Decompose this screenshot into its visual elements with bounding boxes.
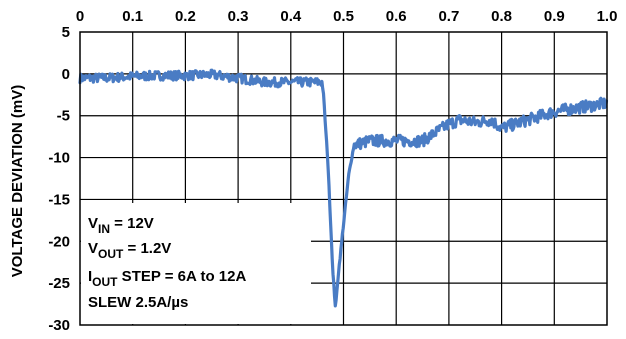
annotation-box: VIN = 12V VOUT = 1.2V IOUT STEP = 6A to 12…	[81, 203, 311, 324]
plot-border	[79, 31, 608, 326]
x-tick-label: 0.4	[280, 8, 302, 25]
annotation-background	[81, 203, 311, 324]
y-tick-label: -5	[57, 108, 70, 125]
x-tick-label: 0	[76, 8, 84, 25]
series-line	[78, 68, 609, 308]
grid	[80, 32, 607, 325]
x-tick-label: 0.8	[491, 8, 512, 25]
x-tick-label: 0.1	[122, 8, 143, 25]
y-tick-label: -25	[48, 275, 70, 292]
plot-frame	[79, 31, 608, 326]
y-tick-label: -15	[48, 191, 70, 208]
x-tick-label: 0.2	[175, 8, 196, 25]
x-tick-label: 0.9	[544, 8, 565, 25]
y-tick-labels: 5 0 -5 -10 -15 -20 -25 -30	[48, 24, 70, 334]
y-tick-label: -30	[48, 317, 70, 334]
x-tick-label: 0.3	[228, 8, 249, 25]
y-tick-label: -10	[48, 150, 70, 167]
x-tick-label: 1.0	[597, 8, 618, 25]
annotation-line: SLEW 2.5A/µs	[88, 294, 188, 311]
y-tick-label: -20	[48, 233, 70, 250]
x-tick-label: 0.6	[386, 8, 407, 25]
x-tick-label: 0.7	[438, 8, 459, 25]
x-tick-labels: 0 0.1 0.2 0.3 0.4 0.5 0.6 0.7 0.8 0.9 1.0	[76, 8, 618, 25]
y-tick-label: 5	[62, 24, 70, 41]
annotation-line: VIN = 12V	[88, 215, 154, 236]
series-layer	[78, 68, 609, 308]
annotation-line: IOUT STEP = 6A to 12A	[88, 268, 246, 289]
annotation-line: VOUT = 1.2V	[88, 240, 171, 261]
y-tick-label: 0	[62, 66, 70, 83]
y-axis-title: VOLTAGE DEVIATION (mV)	[9, 85, 26, 278]
x-tick-label: 0.5	[333, 8, 354, 25]
